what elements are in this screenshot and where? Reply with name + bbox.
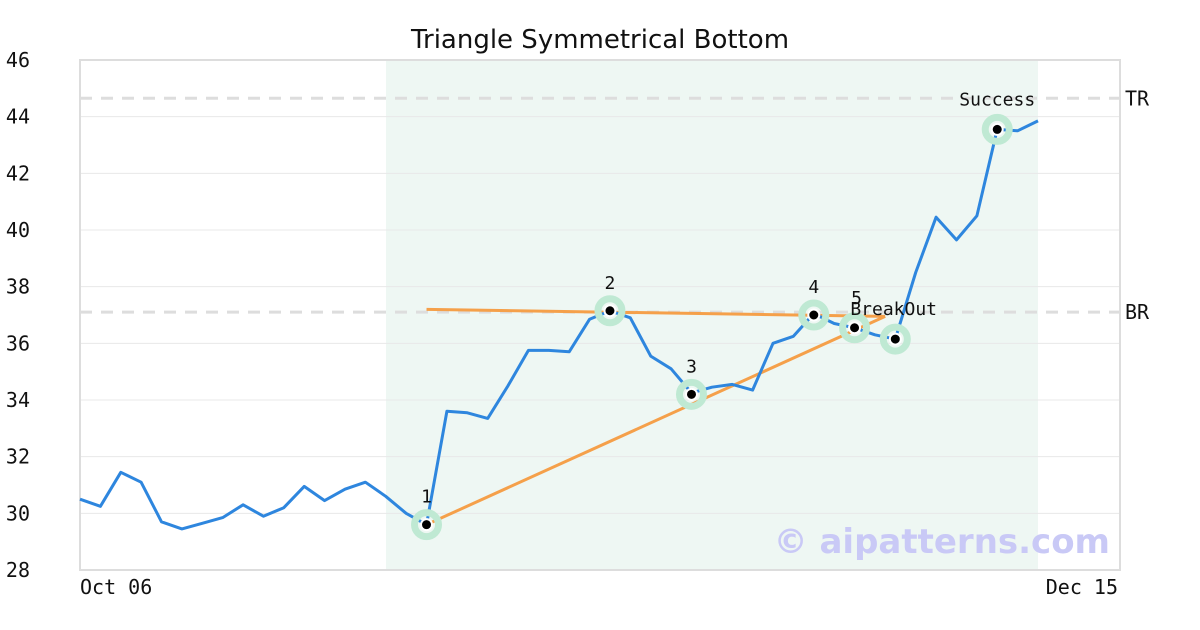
x-axis-ticks: Oct 06 Dec 15 <box>80 575 1118 599</box>
plot-frame <box>79 59 1121 571</box>
point-label: Success <box>959 89 1035 110</box>
point-halo <box>839 312 871 344</box>
y-tick-label: 36 <box>6 331 30 355</box>
point-halo <box>798 299 830 331</box>
reference-line-label: BR <box>1125 300 1150 324</box>
y-axis-ticks: 28 30 32 34 36 38 40 42 44 46 <box>6 48 30 582</box>
series-line <box>79 119 1039 531</box>
point-marker <box>888 332 902 346</box>
point-label: 5 <box>851 288 862 309</box>
point-label: BreakOut <box>850 299 937 320</box>
y-tick-label: 40 <box>6 218 30 242</box>
y-tick-label: 44 <box>6 105 30 129</box>
x-tick-label: Dec 15 <box>1046 575 1118 599</box>
point-marker <box>807 308 821 322</box>
point-marker <box>603 304 617 318</box>
point-label: 1 <box>421 487 432 508</box>
point-halo <box>879 323 911 355</box>
price-series <box>79 119 1039 531</box>
y-tick-label: 42 <box>6 161 30 185</box>
reference-line-label: TR <box>1125 86 1150 110</box>
y-tick-label: 38 <box>6 275 30 299</box>
point-marker <box>990 122 1004 136</box>
point-halo <box>411 509 443 541</box>
point-label: 3 <box>686 356 697 377</box>
y-tick-label: 34 <box>6 388 30 412</box>
watermark: © aipatterns.com <box>774 522 1110 562</box>
point-label: 4 <box>808 277 819 298</box>
y-tick-label: 32 <box>6 445 30 469</box>
point-label: 2 <box>605 273 616 294</box>
point-marker <box>420 518 434 532</box>
y-tick-label: 28 <box>6 558 30 582</box>
reference-lines: TR BR <box>80 86 1150 324</box>
point-halo <box>981 113 1013 145</box>
y-tick-label: 30 <box>6 501 30 525</box>
x-tick-label: Oct 06 <box>80 575 152 599</box>
point-marker <box>684 387 698 401</box>
point-halo <box>594 295 626 327</box>
point-halo <box>675 378 707 410</box>
trend-line <box>425 315 886 527</box>
y-tick-label: 46 <box>6 48 30 72</box>
point-marker <box>848 321 862 335</box>
chart-title: Triangle Symmetrical Bottom <box>410 25 789 55</box>
